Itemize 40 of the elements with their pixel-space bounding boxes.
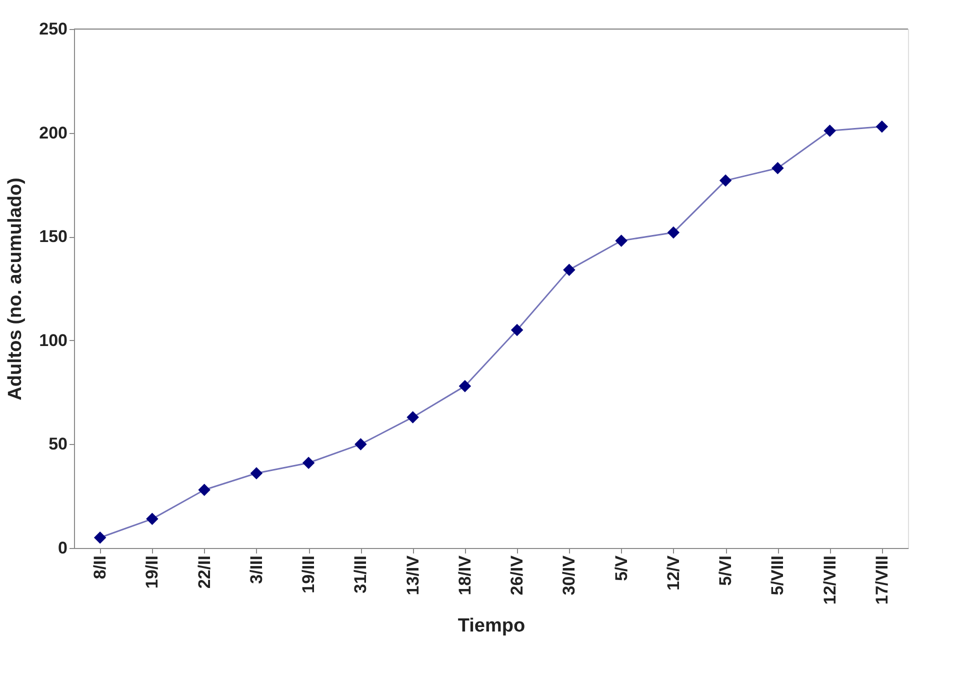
point <box>198 484 210 496</box>
point <box>563 264 576 276</box>
x-tick-label: 30/IV <box>560 554 579 596</box>
y-tick-label: 150 <box>39 227 68 246</box>
point <box>406 411 419 424</box>
x-axis-title: Tiempo <box>458 616 526 637</box>
y-axis-title: Adultos (no. acumulado) <box>5 178 26 400</box>
point <box>94 531 106 544</box>
point <box>146 512 158 526</box>
x-tick-label: 17/VIII <box>872 556 892 605</box>
x-tick-label: 3/III <box>246 556 266 584</box>
x-tick-label: 5/VIII <box>768 556 788 596</box>
point <box>824 124 836 137</box>
x-tick-label: 12/VIII <box>820 556 840 605</box>
x-tick-label: 26/IV <box>508 554 527 596</box>
point <box>354 438 367 450</box>
y-tick-label: 100 <box>39 330 68 350</box>
x-tick-label: 18/IV <box>455 554 474 596</box>
point <box>458 380 472 392</box>
y-tick-label: 0 <box>58 538 68 558</box>
point <box>250 467 263 480</box>
x-tick-label: 19/III <box>299 556 318 594</box>
x-tick-label: 13/IV <box>403 554 422 596</box>
point <box>876 120 888 133</box>
y-tick-label: 50 <box>48 434 68 454</box>
x-tick-label: 8/II <box>90 556 110 580</box>
point <box>510 324 524 336</box>
x-tick-label: 5/VI <box>716 556 736 586</box>
x-tick-label: 31/III <box>351 556 370 594</box>
x-tick-label: 12/V <box>664 554 683 590</box>
point <box>302 456 315 470</box>
x-tick-label: 22/II <box>194 556 214 589</box>
y-tick-label: 250 <box>39 20 68 38</box>
x-tick-label: 5/V <box>612 554 631 582</box>
point <box>719 174 732 187</box>
x-tick-label: 19/II <box>142 556 162 589</box>
point <box>667 226 680 239</box>
point <box>772 162 784 174</box>
y-tick-label: 200 <box>39 123 68 142</box>
point <box>615 234 628 247</box>
